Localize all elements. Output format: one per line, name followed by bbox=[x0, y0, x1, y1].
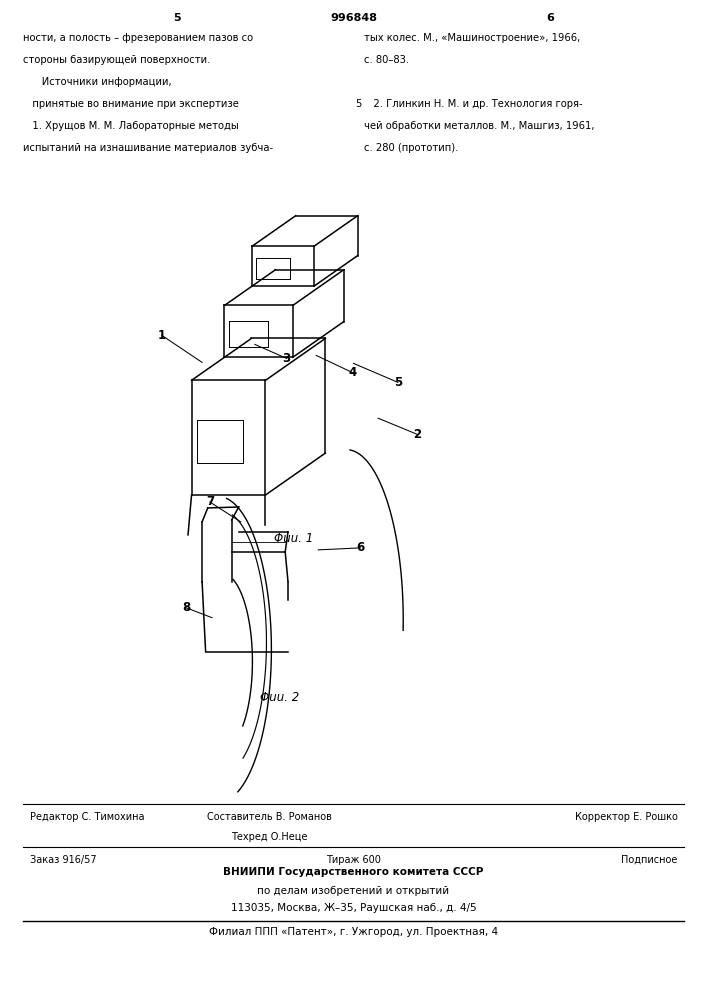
Text: 6: 6 bbox=[356, 541, 365, 554]
Text: 1. Хрущов М. М. Лабораторные методы: 1. Хрущов М. М. Лабораторные методы bbox=[23, 121, 238, 131]
Text: Корректор Е. Рошко: Корректор Е. Рошко bbox=[575, 812, 677, 822]
Text: Φuu. 1: Φuu. 1 bbox=[274, 532, 313, 545]
Text: Источники информации,: Источники информации, bbox=[23, 77, 171, 87]
Text: 8: 8 bbox=[182, 601, 190, 614]
Text: Тираж 600: Тираж 600 bbox=[326, 855, 381, 865]
Text: 5: 5 bbox=[356, 99, 362, 109]
Text: Φuu. 2: Φuu. 2 bbox=[260, 691, 299, 704]
Text: 5: 5 bbox=[394, 376, 402, 389]
Text: 1: 1 bbox=[158, 329, 166, 342]
Text: с. 80–83.: с. 80–83. bbox=[364, 55, 409, 65]
Text: Подписное: Подписное bbox=[621, 855, 677, 865]
Text: стороны базирующей поверхности.: стороны базирующей поверхности. bbox=[23, 55, 210, 65]
Text: 7: 7 bbox=[206, 495, 214, 508]
Text: ВНИИПИ Государственного комитета СССР: ВНИИПИ Государственного комитета СССР bbox=[223, 867, 484, 877]
Text: 5: 5 bbox=[174, 13, 181, 23]
Text: 2. Глинкин Н. М. и др. Технология горя-: 2. Глинкин Н. М. и др. Технология горя- bbox=[364, 99, 583, 109]
Text: Заказ 916/57: Заказ 916/57 bbox=[30, 855, 96, 865]
Text: ности, а полость – фрезерованием пазов со: ности, а полость – фрезерованием пазов с… bbox=[23, 33, 252, 43]
Text: тых колес. М., «Машиностроение», 1966,: тых колес. М., «Машиностроение», 1966, bbox=[364, 33, 580, 43]
Text: Редактор С. Тимохина: Редактор С. Тимохина bbox=[30, 812, 144, 822]
Text: Техред О.Неце: Техред О.Неце bbox=[230, 832, 308, 842]
Text: по делам изобретений и открытий: по делам изобретений и открытий bbox=[257, 886, 450, 896]
Text: 6: 6 bbox=[547, 13, 554, 23]
Text: принятые во внимание при экспертизе: принятые во внимание при экспертизе bbox=[23, 99, 238, 109]
Text: 113035, Москва, Ж–35, Раушская наб., д. 4/5: 113035, Москва, Ж–35, Раушская наб., д. … bbox=[230, 903, 477, 913]
Text: 996848: 996848 bbox=[330, 13, 377, 23]
Text: чей обработки металлов. М., Машгиз, 1961,: чей обработки металлов. М., Машгиз, 1961… bbox=[364, 121, 595, 131]
Text: Филиал ППП «Патент», г. Ужгород, ул. Проектная, 4: Филиал ППП «Патент», г. Ужгород, ул. Про… bbox=[209, 927, 498, 937]
Text: Составитель В. Романов: Составитель В. Романов bbox=[206, 812, 332, 822]
Text: испытаний на изнашивание материалов зубча-: испытаний на изнашивание материалов зубч… bbox=[23, 143, 273, 153]
Text: 3: 3 bbox=[283, 352, 291, 365]
Text: 4: 4 bbox=[348, 366, 356, 379]
Text: с. 280 (прототип).: с. 280 (прототип). bbox=[364, 143, 458, 153]
Text: 2: 2 bbox=[413, 428, 421, 441]
